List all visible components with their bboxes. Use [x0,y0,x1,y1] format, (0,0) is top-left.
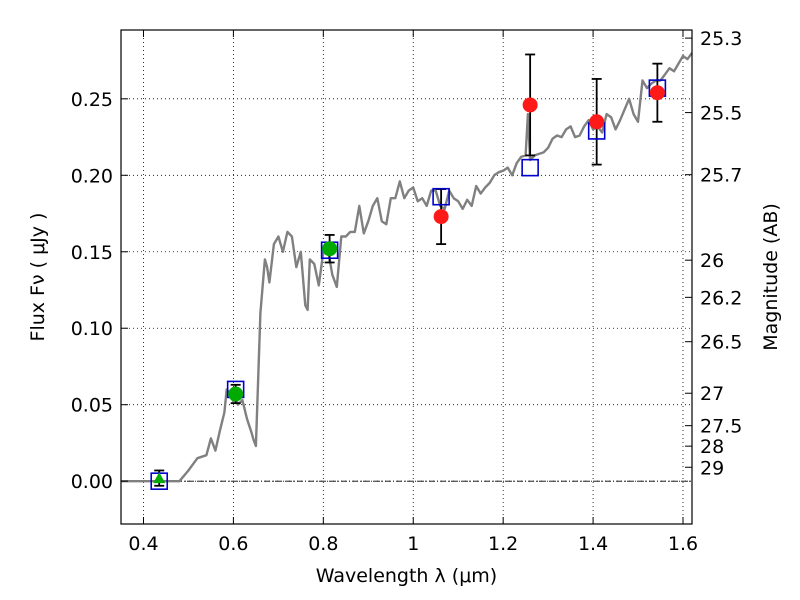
magnitude-tick-label: 29 [700,457,724,479]
magnitude-tick-label: 26.2 [700,287,742,309]
x-axis-label: Wavelength λ (μm) [316,565,497,587]
observed-point [322,241,338,257]
observed-point [522,97,538,113]
x-tick-label: 0.4 [128,533,158,555]
x-tick-label: 0.6 [218,533,248,555]
observed-point [649,85,665,101]
observed-point [228,386,244,402]
axis-ticks: 0.4 0.6 0.8 1 1.2 1.4 1.6 0.00 0.05 0.10 0.15 0.20 0… [71,28,743,555]
model-photometry [150,79,667,490]
magnitude-tick-label: 25.7 [700,165,742,187]
y-tick-label: 0.15 [71,242,113,264]
magnitude-tick-label: 25.5 [700,103,742,125]
model-photometry-square [521,158,539,177]
magnitude-tick-label: 28 [700,436,724,458]
error-bars [154,53,663,487]
observed-points [153,85,665,484]
magnitude-tick-label: 25.3 [700,28,742,50]
model-photometry-square [432,187,450,206]
magnitude-tick-label: 26.5 [700,332,742,354]
observed-point-triangle [153,472,166,484]
magnitude-tick-label: 27.5 [700,416,742,438]
y-tick-label: 0.20 [71,165,113,187]
x-tick-label: 1.6 [668,533,698,555]
plot-frame [120,29,693,525]
y-tick-label: 0.00 [71,471,113,493]
model-spectrum [121,52,693,483]
y-tick-label: 0.25 [71,89,113,111]
y-axis-label: Flux Fν ( μJy ) [27,213,49,342]
observed-point [433,209,449,225]
magnitude-axis-label: Magnitude (AB) [760,203,782,351]
magnitude-tick-label: 27 [700,383,724,405]
x-tick-label: 1.2 [488,533,518,555]
y-tick-label: 0.05 [71,395,113,417]
x-tick-label: 1 [407,533,419,555]
magnitude-tick-label: 26 [700,250,724,272]
observed-point [589,114,605,130]
y-tick-label: 0.10 [71,318,113,340]
x-tick-label: 1.4 [578,533,608,555]
x-tick-label: 0.8 [308,533,338,555]
model-spectrum-line [121,52,693,483]
